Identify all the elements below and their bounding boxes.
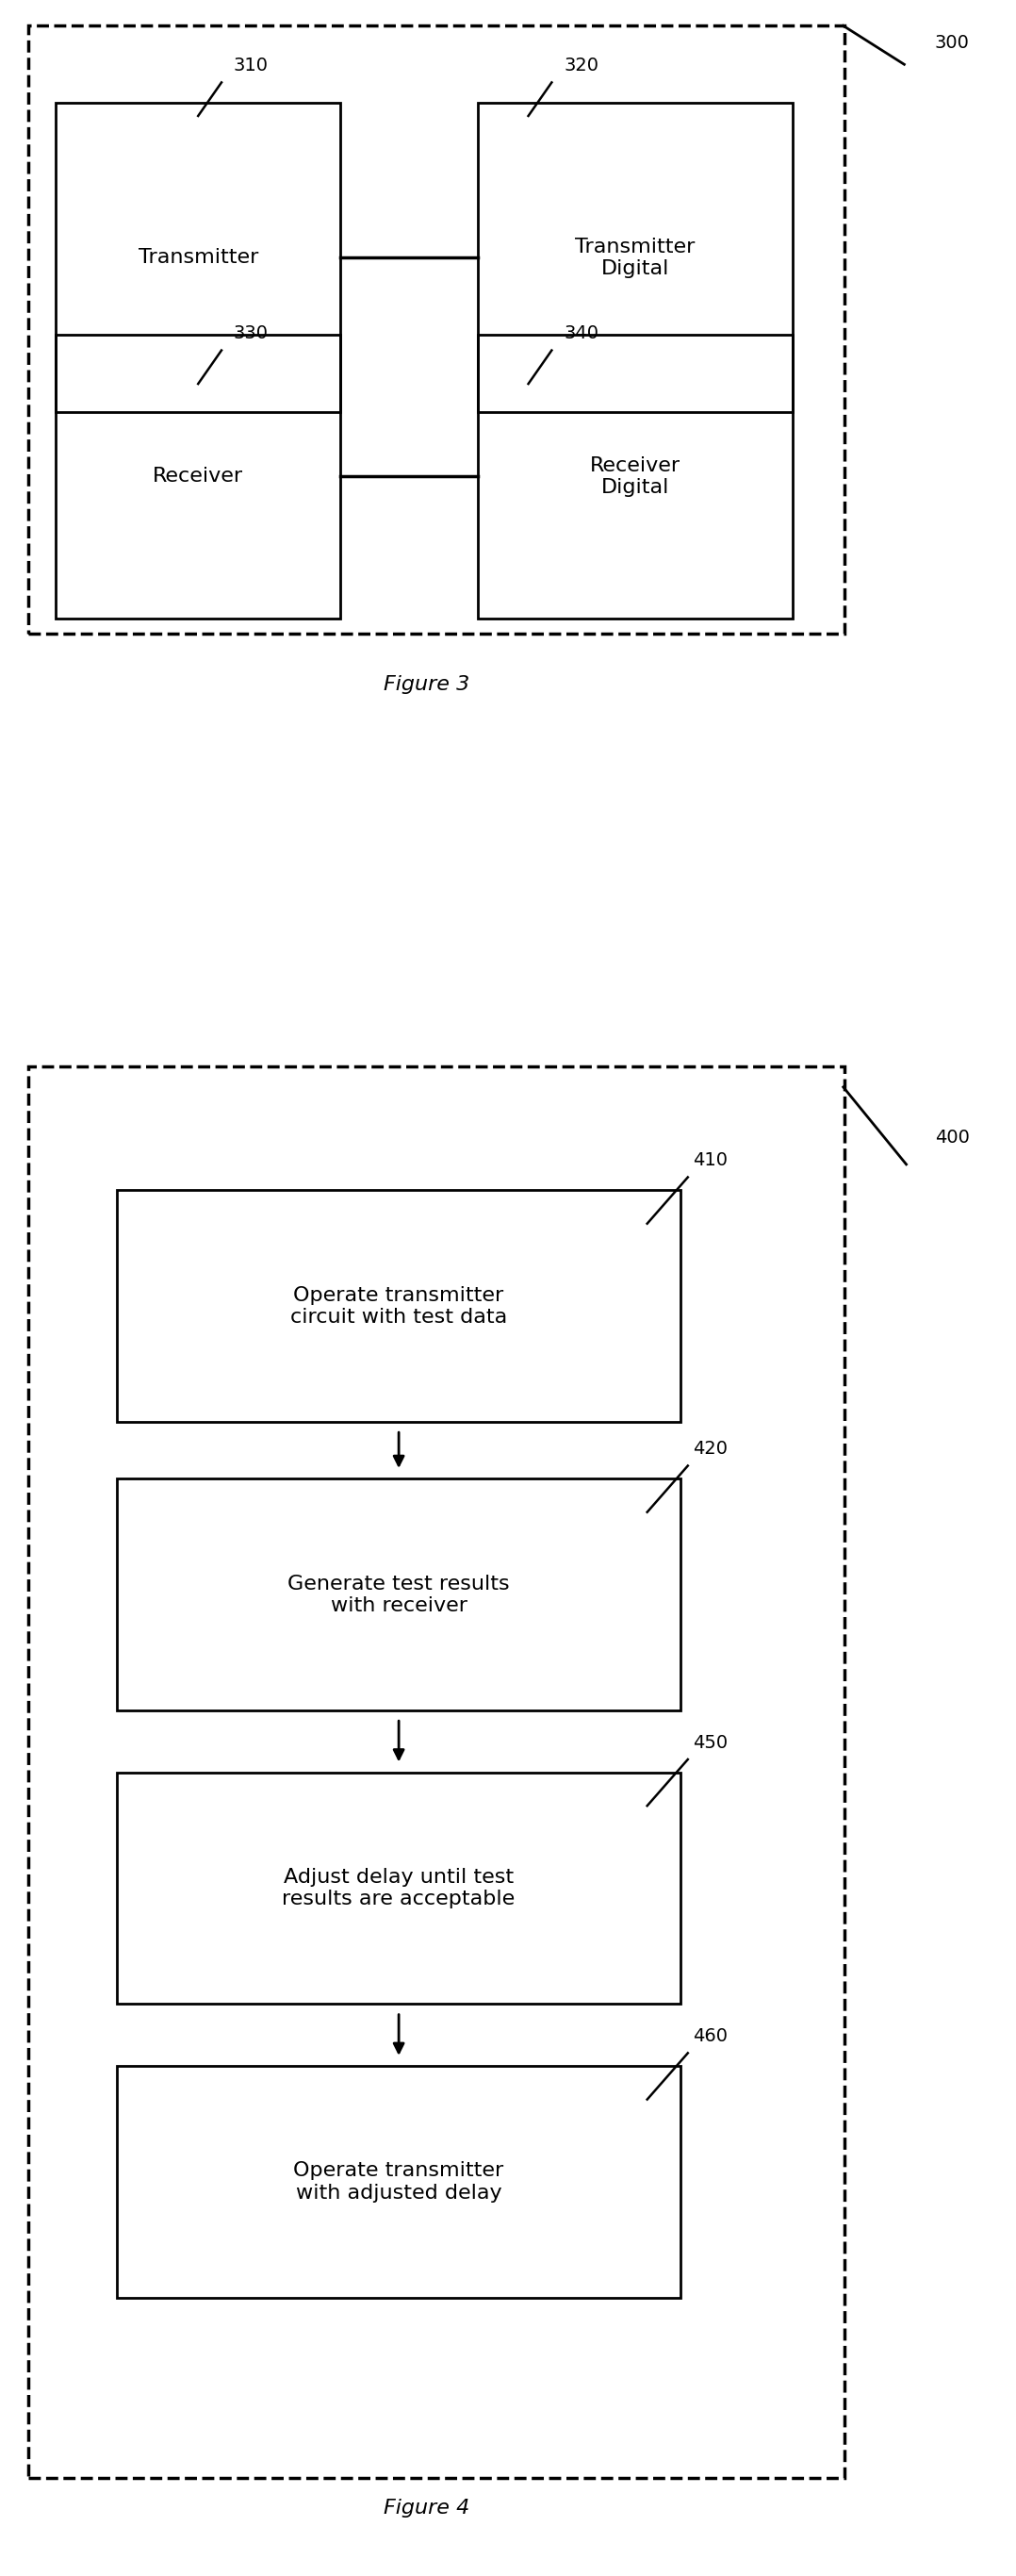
Text: 460: 460	[693, 2027, 727, 2045]
Text: 420: 420	[693, 1440, 727, 1458]
Text: 340: 340	[564, 325, 598, 343]
Bar	[117, 1772, 681, 2004]
Bar	[28, 1066, 844, 2478]
Bar	[117, 1190, 681, 1422]
Text: Operate transmitter
with adjusted delay: Operate transmitter with adjusted delay	[294, 2161, 504, 2202]
Text: 410: 410	[693, 1151, 727, 1170]
Text: Transmitter: Transmitter	[138, 247, 258, 268]
Text: 450: 450	[693, 1734, 727, 1752]
Text: Figure 4: Figure 4	[384, 2499, 469, 2517]
Bar	[478, 103, 792, 412]
Bar	[117, 1479, 681, 1710]
Text: Transmitter
Digital: Transmitter Digital	[575, 237, 695, 278]
Text: 310: 310	[234, 57, 268, 75]
Text: 400: 400	[935, 1128, 969, 1146]
Text: Receiver
Digital: Receiver Digital	[589, 456, 681, 497]
Text: 330: 330	[234, 325, 268, 343]
Text: Receiver: Receiver	[152, 466, 244, 487]
Bar	[117, 2066, 681, 2298]
Text: Operate transmitter
circuit with test data: Operate transmitter circuit with test da…	[291, 1285, 507, 1327]
Bar	[56, 103, 340, 412]
Text: 320: 320	[564, 57, 598, 75]
Text: Figure 3: Figure 3	[384, 675, 469, 693]
Bar	[478, 335, 792, 618]
Text: Generate test results
with receiver: Generate test results with receiver	[288, 1574, 510, 1615]
Text: Adjust delay until test
results are acceptable: Adjust delay until test results are acce…	[282, 1868, 515, 1909]
Text: 300: 300	[935, 33, 969, 52]
Bar	[56, 335, 340, 618]
Bar	[28, 26, 844, 634]
